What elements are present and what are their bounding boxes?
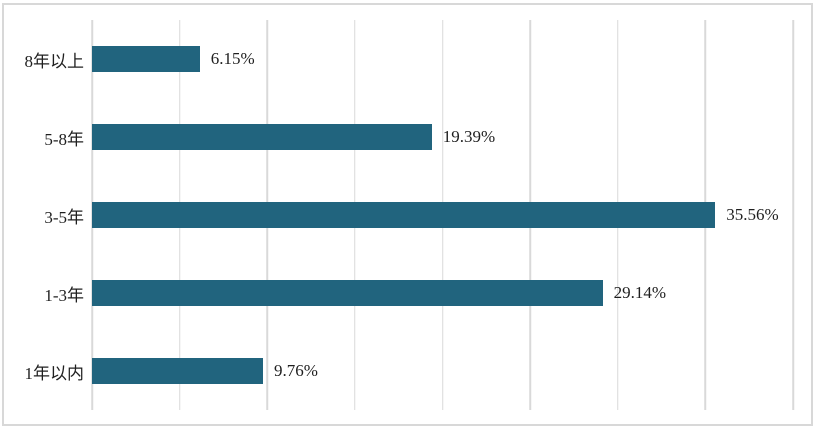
category-label: 1-3年 <box>44 285 84 305</box>
category-label: 3-5年 <box>44 207 84 227</box>
category-label: 8年以上 <box>24 51 85 71</box>
y-axis: 8年以上 5-8年 3-5年 1-3年 1年以内 <box>0 20 86 410</box>
category-label: 5-8年 <box>44 129 84 149</box>
bar-row: 9.76% <box>92 332 793 410</box>
bar-chart-plot-area: 6.15% 19.39% 35.56% 29.14% 9.76% <box>91 20 794 410</box>
bar-row: 35.56% <box>92 176 793 254</box>
value-label: 6.15% <box>210 49 255 68</box>
bar-1年以内 <box>92 358 264 384</box>
value-label: 19.39% <box>442 127 496 146</box>
gridline <box>792 20 794 410</box>
bar-3-5年 <box>92 202 716 228</box>
bar-8年以上 <box>92 46 200 72</box>
bar-row: 29.14% <box>92 254 793 332</box>
bar-1-3年 <box>92 280 603 306</box>
category-label: 1年以内 <box>24 363 85 383</box>
bar-rows: 6.15% 19.39% 35.56% 29.14% 9.76% <box>92 20 793 410</box>
value-label: 35.56% <box>726 205 779 224</box>
value-label: 9.76% <box>274 361 318 380</box>
value-label: 29.14% <box>613 283 667 302</box>
bar-row: 19.39% <box>92 98 793 176</box>
bar-row: 6.15% <box>92 20 793 98</box>
bar-5-8年 <box>92 124 432 150</box>
